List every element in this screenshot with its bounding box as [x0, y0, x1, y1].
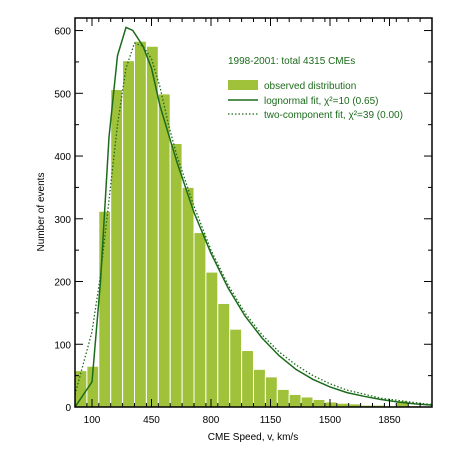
x-tick-label: 1850 — [378, 415, 401, 426]
histogram-bar — [324, 401, 338, 408]
legend-label-observed: observed distribution — [264, 81, 356, 92]
legend-swatch-observed — [228, 80, 258, 90]
histogram-bar — [169, 142, 183, 408]
histogram-bar — [276, 388, 290, 408]
histogram-bar — [264, 376, 278, 408]
bars-group — [74, 40, 433, 408]
legend-label-two-component: two-component fit, χ²=39 (0.00) — [264, 110, 403, 121]
histogram-bar — [98, 210, 112, 408]
two-component-fit-line — [74, 42, 433, 406]
histogram-bar — [193, 232, 207, 408]
histogram-bar — [181, 186, 195, 408]
axis-ticks-group: 100 450 800 1150 1500 1850 0 100 200 300 400 500 600 — [54, 18, 433, 426]
fit-lines-group — [74, 26, 433, 408]
y-tick-label: 300 — [54, 215, 71, 226]
histogram-bar — [157, 93, 171, 408]
histogram-bar — [241, 350, 255, 408]
legend: observed distribution lognormal fit, χ²=… — [228, 80, 403, 121]
chart-title: 1998-2001: total 4315 CMEs — [228, 56, 355, 67]
x-tick-label: 100 — [84, 415, 101, 426]
histogram-bar — [110, 89, 124, 408]
x-tick-label: 450 — [143, 415, 160, 426]
histogram-bar — [288, 393, 302, 408]
histogram-bar — [300, 396, 314, 408]
histogram-bar — [134, 40, 147, 408]
y-tick-label: 600 — [54, 27, 71, 38]
y-tick-label: 400 — [54, 152, 71, 163]
lognormal-fit-line — [74, 26, 433, 408]
x-axis-label: CME Speed, v, km/s — [208, 432, 298, 443]
histogram-bar — [253, 368, 266, 408]
y-tick-label: 500 — [54, 89, 71, 100]
y-tick-label: 200 — [54, 278, 71, 289]
histogram-bar — [229, 328, 243, 408]
y-tick-label: 0 — [65, 403, 71, 414]
x-tick-label: 1150 — [260, 415, 282, 426]
y-axis-label: Number of events — [36, 173, 47, 252]
legend-label-lognormal: lognormal fit, χ²=10 (0.65) — [264, 96, 378, 107]
histogram-bar — [217, 302, 231, 408]
histogram-bar — [122, 60, 135, 408]
histogram-bar — [145, 45, 159, 408]
y-tick-label: 100 — [54, 340, 71, 351]
x-tick-label: 800 — [203, 415, 220, 426]
x-tick-label: 1500 — [319, 415, 342, 426]
histogram-bar — [312, 398, 326, 408]
histogram-bar — [205, 271, 219, 408]
